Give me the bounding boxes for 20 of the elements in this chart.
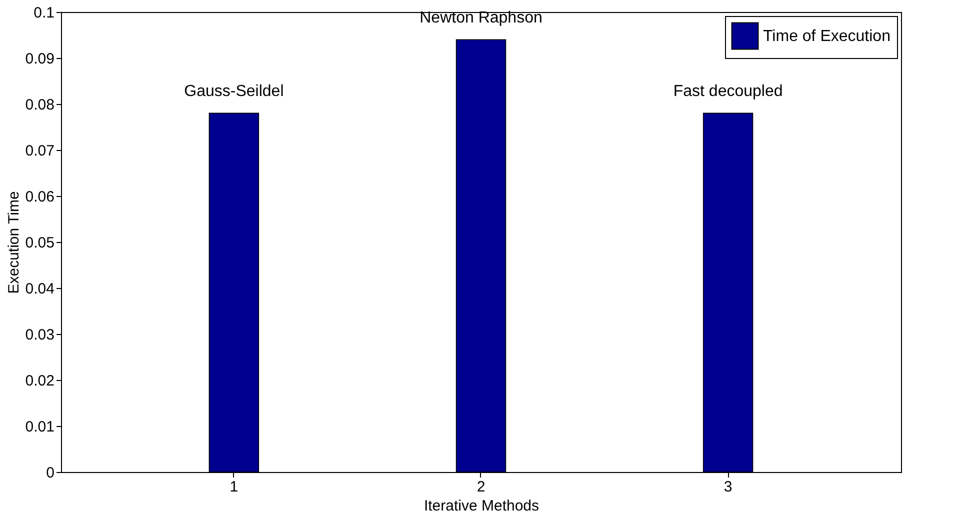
y-axis-title: Execution Time [5,191,22,294]
x-axis-title: Iterative Methods [424,498,540,514]
y-tick-label: 0.04 [25,280,54,298]
y-tick-label: 0 [46,464,54,482]
annotation: Gauss-Seildel [184,83,284,100]
legend-label: Time of Execution [763,28,890,45]
y-tick-label: 0.1 [34,4,54,22]
x-tick-label: 2 [476,478,486,496]
x-tick-label: 3 [724,478,732,496]
y-tick-label: 0.03 [25,326,54,344]
y-tick-label: 0.08 [25,96,54,114]
y-tick-label: 0.01 [25,418,54,436]
y-tick-label: 0.02 [25,372,54,390]
annotation: Newton Raphson [420,10,542,27]
annotation: Fast decoupled [673,83,783,100]
x-tick-label: 1 [230,478,238,496]
y-tick-label: 0.09 [25,50,54,68]
y-tick-label: 0.07 [25,142,54,160]
y-tick-label: 0.05 [25,234,54,252]
y-tick-label: 0.06 [25,188,54,206]
